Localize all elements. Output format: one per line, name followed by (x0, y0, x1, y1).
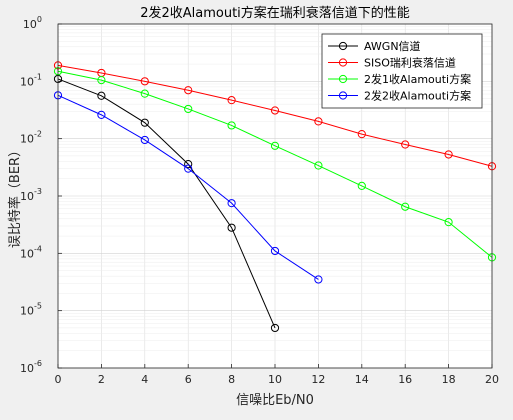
data-point (184, 160, 193, 169)
y-tick-base: 10 (20, 190, 34, 203)
legend-item[interactable]: 2发1收Alamouti方案 (328, 72, 471, 86)
series-line (57, 94, 319, 280)
y-tick-exponent: -6 (34, 359, 42, 368)
data-point (444, 150, 453, 159)
series-line (57, 78, 276, 329)
series-line (57, 70, 493, 258)
y-tick-base: 10 (20, 247, 34, 260)
x-tick-label: 18 (442, 373, 456, 386)
legend-marker (338, 41, 348, 51)
series-line (57, 64, 493, 167)
x-tick-label: 6 (185, 373, 192, 386)
data-point (140, 118, 149, 127)
series-group (53, 61, 497, 333)
y-tick-label: 10-1 (20, 72, 42, 88)
x-tick-label: 8 (228, 373, 235, 386)
y-tick-base: 10 (23, 18, 37, 31)
x-tick-label: 0 (55, 373, 62, 386)
x-tick-label: 4 (141, 373, 148, 386)
y-axis-label: 误比特率（BER） (7, 144, 23, 248)
data-point (227, 199, 236, 208)
chart-title: 2发2收Alamouti方案在瑞利衰落信道下的性能 (140, 5, 410, 21)
data-point (140, 135, 149, 145)
legend-label: SISO瑞利衰落信道 (364, 56, 456, 70)
legend-item[interactable]: 2发2收Alamouti方案 (328, 89, 471, 103)
x-tick-label: 10 (268, 373, 282, 386)
data-point (270, 246, 280, 256)
data-point (97, 110, 106, 119)
data-point (270, 141, 280, 150)
legend-marker (338, 58, 348, 67)
y-tick-exponent: -4 (34, 244, 42, 253)
y-tick-label: 10-6 (20, 359, 42, 375)
y-tick-label: 10-4 (20, 244, 42, 260)
y-tick-label: 10-2 (20, 130, 42, 146)
data-point (227, 121, 236, 130)
data-point (357, 181, 366, 191)
data-point (314, 117, 323, 126)
data-point (184, 104, 193, 114)
x-tick-label: 20 (485, 373, 499, 386)
x-tick-label: 14 (355, 373, 369, 386)
legend-item[interactable]: AWGN信道 (328, 39, 421, 53)
y-tick-base: 10 (20, 133, 34, 146)
data-point (314, 275, 323, 284)
data-point (97, 91, 106, 100)
y-tick-label: 100 (23, 15, 42, 31)
data-point (140, 89, 149, 98)
data-point (357, 130, 366, 139)
data-point (314, 161, 323, 170)
legend-label: AWGN信道 (364, 39, 421, 53)
y-tick-base: 10 (20, 362, 34, 375)
legend-label: 2发2收Alamouti方案 (364, 89, 471, 103)
y-tick-exponent: -3 (34, 187, 42, 196)
legend-marker (338, 74, 348, 84)
data-point (140, 77, 149, 86)
data-point (401, 140, 410, 149)
data-point (227, 96, 236, 105)
y-tick-exponent: 0 (37, 15, 42, 24)
legend-label: 2发1收Alamouti方案 (364, 72, 471, 86)
data-point (97, 76, 106, 85)
data-point (184, 86, 193, 95)
plot-frame (57, 23, 493, 369)
legend-item[interactable]: SISO瑞利衰落信道 (328, 56, 456, 70)
y-tick-label: 10-3 (20, 187, 42, 203)
y-tick-base: 10 (20, 305, 34, 318)
grid (57, 23, 493, 369)
x-axis-label: 信噪比Eb/N0 (236, 393, 314, 408)
x-tick-label: 16 (398, 373, 412, 386)
x-tick-label: 2 (98, 373, 105, 386)
y-tick-label: 10-5 (20, 302, 42, 318)
y-tick-base: 10 (20, 75, 34, 88)
y-tick-exponent: -2 (34, 130, 42, 139)
data-point (270, 106, 280, 115)
data-point (401, 202, 410, 211)
y-tick-exponent: -5 (34, 302, 42, 311)
legend[interactable]: AWGN信道 SISO瑞利衰落信道 2发1收Alamouti方案 2发2收Alamou… (321, 33, 483, 109)
data-point (270, 323, 280, 333)
y-tick-exponent: -1 (34, 72, 42, 81)
data-point (184, 164, 193, 173)
legend-marker (338, 91, 348, 100)
x-tick-labels: 0 2 4 6 8 10 12 14 16 18 20 (55, 373, 500, 386)
data-point (227, 223, 236, 232)
x-tick-label: 12 (311, 373, 325, 386)
data-point (444, 218, 453, 227)
